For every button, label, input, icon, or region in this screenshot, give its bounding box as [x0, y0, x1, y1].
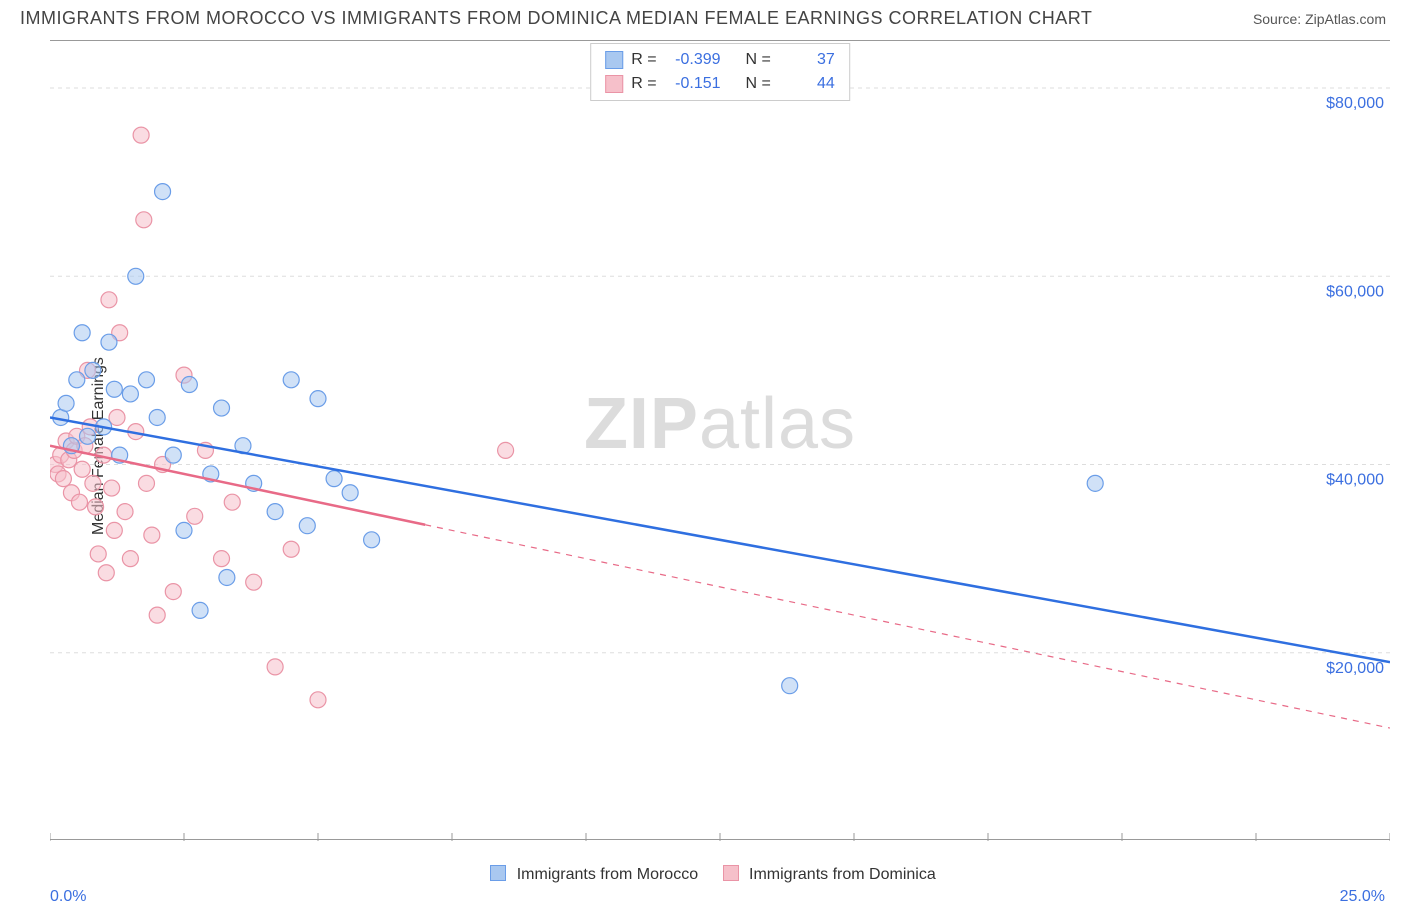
legend-swatch-morocco	[490, 865, 506, 881]
legend-label-dominica: Immigrants from Dominica	[749, 866, 936, 883]
corr-r-dominica: -0.151	[665, 72, 721, 96]
chart-source: Source: ZipAtlas.com	[1253, 11, 1386, 27]
svg-text:$40,000: $40,000	[1326, 472, 1384, 489]
corr-n-dominica: 44	[779, 72, 835, 96]
source-value: ZipAtlas.com	[1305, 11, 1386, 27]
x-axis-max: 25.0%	[1340, 888, 1385, 906]
svg-text:$20,000: $20,000	[1326, 660, 1384, 677]
legend-label-morocco: Immigrants from Morocco	[517, 866, 698, 883]
series-legend: Immigrants from Morocco Immigrants from …	[0, 865, 1406, 884]
corr-r-morocco: -0.399	[665, 48, 721, 72]
source-label: Source:	[1253, 11, 1305, 27]
scatter-plot-svg: $20,000 $40,000 $60,000 $80,000	[50, 41, 1390, 841]
svg-text:$80,000: $80,000	[1326, 95, 1384, 112]
corr-n-label: N =	[745, 48, 770, 72]
legend-swatch-dominica	[723, 865, 739, 881]
chart-title: IMMIGRANTS FROM MOROCCO VS IMMIGRANTS FR…	[20, 8, 1092, 29]
corr-swatch-morocco	[605, 51, 623, 69]
x-axis-min: 0.0%	[50, 888, 86, 906]
corr-row-morocco: R = -0.399 N = 37	[605, 48, 835, 72]
correlation-stats-box: R = -0.399 N = 37 R = -0.151 N = 44	[590, 43, 850, 101]
corr-n-morocco: 37	[779, 48, 835, 72]
corr-n-label: N =	[745, 72, 770, 96]
corr-row-dominica: R = -0.151 N = 44	[605, 72, 835, 96]
corr-r-label: R =	[631, 48, 656, 72]
chart-plot-area: ZIPatlas R = -0.399 N = 37 R = -0.151 N …	[50, 40, 1390, 840]
svg-text:$60,000: $60,000	[1326, 283, 1384, 300]
corr-swatch-dominica	[605, 75, 623, 93]
corr-r-label: R =	[631, 72, 656, 96]
chart-header: IMMIGRANTS FROM MOROCCO VS IMMIGRANTS FR…	[0, 0, 1406, 33]
